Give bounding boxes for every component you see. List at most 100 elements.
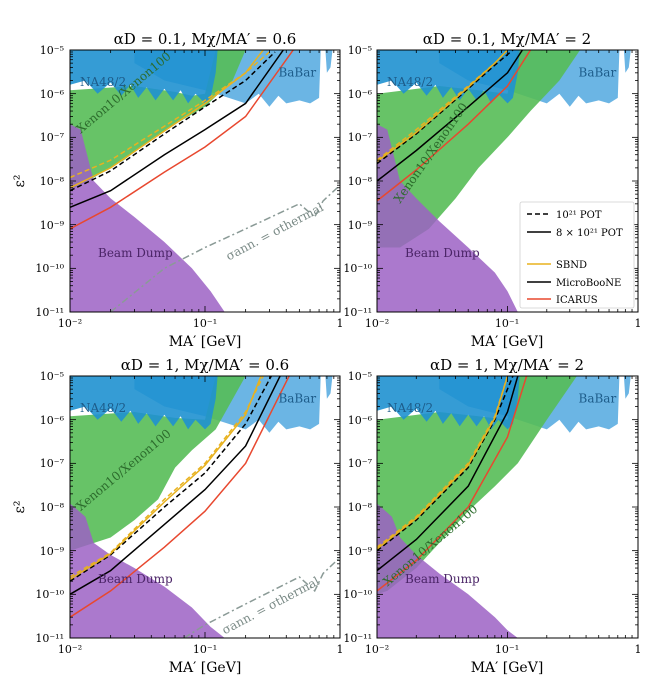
y-tick-label: 10⁻⁵ — [348, 44, 372, 57]
beam-dump-label: Beam Dump — [405, 572, 480, 586]
y-tick-label: 10⁻⁶ — [40, 88, 65, 101]
x-tick-label: 10⁻² — [58, 317, 82, 330]
beam-dump-region — [70, 503, 225, 638]
sensitivity-curve — [70, 51, 270, 179]
sensitivity-curve — [70, 50, 294, 230]
na48-label: NA48/2 — [387, 401, 433, 415]
x-tick-label: 10⁻¹ — [193, 643, 217, 656]
x-tick-label: 10⁻¹ — [495, 317, 519, 330]
exclusion-regions — [70, 376, 333, 638]
legend-dashed-label: 10²¹ POT — [556, 210, 602, 221]
thermal-relic-line — [183, 556, 340, 638]
y-tick-label: 10⁻⁹ — [348, 545, 373, 558]
axis-ticks — [376, 50, 638, 313]
x-tick-label: 1 — [337, 317, 344, 330]
x-tick-label: 1 — [337, 643, 344, 656]
legend-microboone-label: MicroBooNE — [556, 278, 621, 289]
axis-ticks — [69, 50, 340, 313]
legend-sbnd-label: SBND — [556, 260, 587, 271]
y-tick-label: 10⁻¹¹ — [343, 306, 372, 319]
sensitivity-curve — [377, 376, 514, 552]
y-tick-label: 10⁻¹⁰ — [343, 588, 372, 601]
x-axis-label: MA′ [GeV] — [471, 660, 544, 676]
sensitivity-curve — [377, 376, 528, 592]
sensitivity-curve — [377, 50, 509, 161]
y-tick-label: 10⁻⁵ — [40, 44, 64, 57]
xenon-region — [377, 50, 581, 248]
sensitivity-curve — [377, 50, 524, 182]
sensitivity-curve — [70, 376, 281, 595]
y-tick-label: 10⁻¹⁰ — [35, 588, 64, 601]
y-tick-label: 10⁻⁸ — [40, 175, 65, 188]
na48-label: NA48/2 — [387, 75, 433, 89]
sensitivity-curve — [70, 376, 272, 582]
y-axis-label: ε² — [12, 501, 28, 514]
axis-ticks — [376, 376, 638, 639]
sensitivity-curves — [377, 50, 532, 202]
y-tick-label: 10⁻⁸ — [348, 175, 373, 188]
panel-title: αD = 0.1, Mχ/MA′ = 2 — [423, 30, 591, 48]
x-tick-label: 10⁻¹ — [495, 643, 519, 656]
babar-label: BaBar — [278, 65, 316, 79]
y-tick-label: 10⁻⁶ — [348, 88, 373, 101]
axis-ticks — [69, 376, 340, 639]
na48-region — [70, 50, 218, 104]
sensitivity-curve — [377, 376, 519, 572]
sensitivity-curves — [70, 50, 340, 312]
panel-title: αD = 1, Mχ/MA′ = 2 — [430, 356, 584, 374]
y-tick-label: 10⁻¹¹ — [35, 306, 64, 319]
babar-label: BaBar — [579, 391, 617, 405]
thermal-label: σann. = σthermal — [220, 574, 322, 637]
panel-top-left: αD = 0.1, Mχ/MA′ = 0.6 NA48/2 BaBar Beam D… — [12, 30, 344, 350]
x-tick-label: 1 — [635, 643, 642, 656]
y-tick-label: 10⁻⁹ — [40, 545, 65, 558]
panel-title: αD = 0.1, Mχ/MA′ = 0.6 — [114, 30, 297, 48]
beam-dump-region — [377, 503, 518, 638]
y-tick-label: 10⁻⁷ — [348, 457, 373, 470]
beam-dump-label: Beam Dump — [98, 246, 173, 260]
beam-dump-label: Beam Dump — [98, 572, 173, 586]
y-tick-label: 10⁻⁹ — [348, 219, 373, 232]
sensitivity-curve — [377, 376, 509, 550]
panel-bottom-left: αD = 1, Mχ/MA′ = 0.6 NA48/2 BaBar Beam Dum… — [12, 356, 344, 676]
legend: 10²¹ POT 8 × 10²¹ POT SBND MicroBooNE IC… — [519, 201, 635, 309]
y-tick-label: 10⁻⁷ — [348, 131, 373, 144]
y-axis-label: ε² — [12, 175, 28, 188]
sensitivity-curves — [70, 376, 340, 638]
babar-label: BaBar — [579, 65, 617, 79]
sensitivity-curves — [377, 376, 528, 592]
thermal-relic-line — [110, 184, 340, 312]
xenon-region — [377, 376, 577, 595]
sensitivity-curve — [377, 50, 532, 202]
y-tick-label: 10⁻⁹ — [40, 219, 65, 232]
sensitivity-curve — [70, 50, 284, 208]
sensitivity-curve — [70, 376, 262, 581]
x-tick-label: 10⁻² — [365, 643, 389, 656]
x-axis-label: MA′ [GeV] — [169, 660, 242, 676]
y-tick-label: 10⁻⁵ — [348, 370, 372, 383]
x-tick-label: 10⁻² — [365, 317, 389, 330]
y-tick-label: 10⁻⁸ — [40, 501, 65, 514]
y-tick-label: 10⁻¹¹ — [35, 632, 64, 645]
exclusion-regions — [377, 376, 631, 638]
y-tick-label: 10⁻¹⁰ — [343, 262, 372, 275]
xenon-region — [70, 50, 246, 191]
sensitivity-curve — [377, 50, 509, 163]
y-tick-label: 10⁻⁵ — [40, 370, 64, 383]
sensitivity-curve — [377, 50, 514, 165]
na48-region — [70, 376, 218, 430]
y-tick-label: 10⁻⁶ — [40, 414, 65, 427]
y-tick-label: 10⁻¹¹ — [343, 632, 372, 645]
exclusion-regions — [70, 50, 333, 312]
beam-dump-region — [70, 124, 225, 312]
y-tick-label: 10⁻⁶ — [348, 414, 373, 427]
sensitivity-curve — [70, 50, 264, 189]
panel-top-right: αD = 0.1, Mχ/MA′ = 2 NA48/2 BaBar Beam Dum… — [343, 30, 641, 350]
na48-label: NA48/2 — [80, 401, 126, 415]
beam-dump-region — [377, 124, 518, 312]
x-axis-label: MA′ [GeV] — [471, 334, 544, 350]
x-tick-label: 10⁻¹ — [193, 317, 217, 330]
na48-region — [377, 50, 520, 104]
na48-region — [377, 376, 520, 430]
